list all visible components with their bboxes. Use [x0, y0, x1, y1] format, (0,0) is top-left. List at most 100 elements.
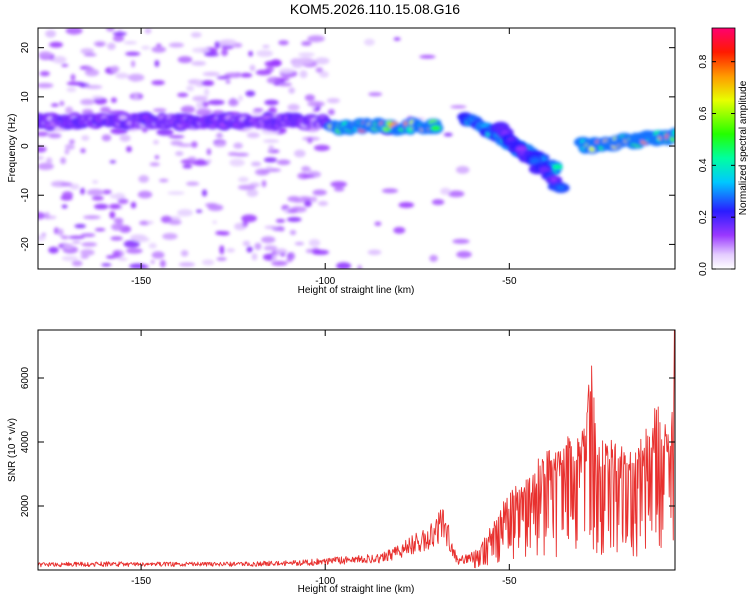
heat-noise-blob — [367, 249, 382, 256]
heat-noise-blob — [301, 174, 315, 179]
heat-noise-blob — [192, 95, 208, 102]
heat-noise-blob — [218, 231, 230, 236]
heat-noise-blob — [333, 187, 345, 192]
heat-noise-blob — [204, 88, 210, 97]
heat-noise-blob — [81, 242, 98, 247]
heat-noise-blob — [151, 46, 167, 53]
heat-noise-blob — [299, 70, 308, 79]
heat-noise-blob — [275, 219, 286, 223]
heat-noise-blob — [61, 204, 68, 209]
heat-noise-blob — [308, 239, 321, 247]
heat-noise-blob — [221, 45, 234, 50]
heat-noise-blob — [159, 259, 166, 268]
heat-noise-blob — [141, 45, 151, 50]
heat-noise-blob — [206, 159, 212, 163]
heat-noise-blob — [296, 57, 314, 65]
heat-noise-blob — [225, 80, 231, 84]
heat-noise-blob — [110, 236, 123, 241]
heat-noise-blob — [50, 103, 59, 107]
heat-noise-blob — [201, 259, 215, 266]
heat-noise-blob — [440, 187, 451, 195]
heat-noise-blob — [80, 187, 85, 195]
heat-noise-blob — [123, 41, 137, 45]
heat-noise-blob — [271, 260, 288, 266]
heat-noise-blob — [109, 203, 121, 210]
heat-noise-blob — [57, 228, 64, 237]
tick-label: 0.2 — [698, 210, 709, 224]
heat-cell — [550, 177, 557, 183]
heat-noise-blob — [61, 255, 79, 262]
heat-noise-blob — [38, 131, 50, 137]
heat-feature — [323, 117, 444, 136]
heat-noise-blob — [190, 32, 202, 38]
heat-noise-blob — [83, 215, 101, 220]
heat-noise-blob — [168, 135, 185, 139]
tick-label: 0.8 — [698, 54, 709, 68]
heat-noise-blob — [154, 60, 160, 67]
heat-noise-blob — [83, 53, 97, 57]
heat-noise-blob — [278, 82, 292, 87]
heat-noise-blob — [312, 249, 330, 255]
heat-noise-blob — [276, 159, 291, 166]
heat-noise-blob — [315, 67, 323, 73]
heat-noise-blob — [214, 41, 221, 49]
heat-noise-blob — [80, 249, 95, 256]
heat-noise-blob — [117, 198, 129, 205]
heat-noise-blob — [443, 132, 453, 137]
heat-noise-blob — [170, 140, 183, 146]
heat-noise-blob — [80, 48, 94, 54]
heat-noise-blob — [201, 80, 215, 87]
heat-noise-blob — [455, 166, 470, 174]
heat-noise-blob — [109, 211, 116, 219]
heat-noise-blob — [91, 95, 104, 100]
heat-noise-blob — [229, 158, 245, 167]
tick-label: -100 — [315, 576, 335, 587]
heat-noise-blob — [238, 95, 243, 102]
heat-noise-blob — [264, 225, 280, 229]
heat-noise-blob — [46, 157, 53, 164]
colorbar-ticks: 0.0 0.2 0.4 0.6 0.8 — [698, 54, 735, 276]
heat-noise-blob — [159, 178, 169, 183]
heat-noise-blob — [368, 92, 383, 97]
heat-noise-blob — [125, 51, 141, 56]
heat-noise-blob — [168, 219, 182, 225]
heat-noise-blob — [38, 155, 45, 161]
heat-noise-blob — [180, 250, 189, 257]
heat-noise-blob — [38, 162, 54, 170]
heat-noise-blob — [240, 72, 253, 78]
spectrogram-heat — [38, 28, 675, 269]
colorbar: 0.0 0.2 0.4 0.6 0.8 Normalized spectral ampl… — [698, 27, 749, 276]
heat-noise-blob — [38, 235, 46, 241]
heat-cell — [556, 185, 566, 190]
heat-noise-blob — [60, 182, 73, 187]
heat-noise-blob — [319, 71, 329, 78]
heat-noise-blob — [64, 149, 70, 155]
heat-noise-blob — [169, 216, 181, 221]
heat-noise-blob — [61, 63, 69, 67]
tick-label: 0.6 — [698, 106, 709, 120]
heat-noise-blob — [393, 226, 406, 234]
heat-noise-blob — [255, 69, 272, 76]
heat-noise-blob — [226, 248, 236, 253]
heat-cell — [668, 127, 675, 138]
tick-label: 0.4 — [698, 158, 709, 172]
heat-noise-blob — [307, 35, 325, 43]
heat-noise-blob — [242, 240, 251, 247]
heat-noise-blob — [301, 166, 311, 172]
heat-noise-blob — [133, 236, 150, 243]
snr-frame — [37, 329, 676, 571]
heat-noise-blob — [49, 41, 63, 48]
heat-noise-blob — [94, 228, 106, 232]
heat-noise-blob — [317, 201, 329, 206]
heat-noise-blob — [45, 30, 57, 38]
heat-noise-blob — [196, 108, 212, 117]
heat-noise-blob — [336, 262, 352, 269]
heat-noise-blob — [192, 47, 210, 53]
heat-noise-blob — [65, 106, 74, 115]
heat-noise-blob — [110, 65, 120, 73]
heat-noise-blob — [111, 223, 124, 231]
heat-noise-blob — [59, 100, 65, 106]
heat-noise-blob — [280, 252, 286, 257]
heat-noise-blob — [447, 190, 465, 198]
heat-cell — [516, 146, 527, 152]
